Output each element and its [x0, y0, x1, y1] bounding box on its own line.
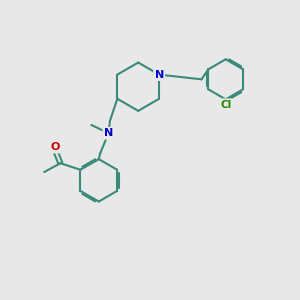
- Text: O: O: [50, 142, 60, 152]
- Text: N: N: [104, 128, 113, 138]
- Text: N: N: [154, 70, 164, 80]
- Text: Cl: Cl: [220, 100, 231, 110]
